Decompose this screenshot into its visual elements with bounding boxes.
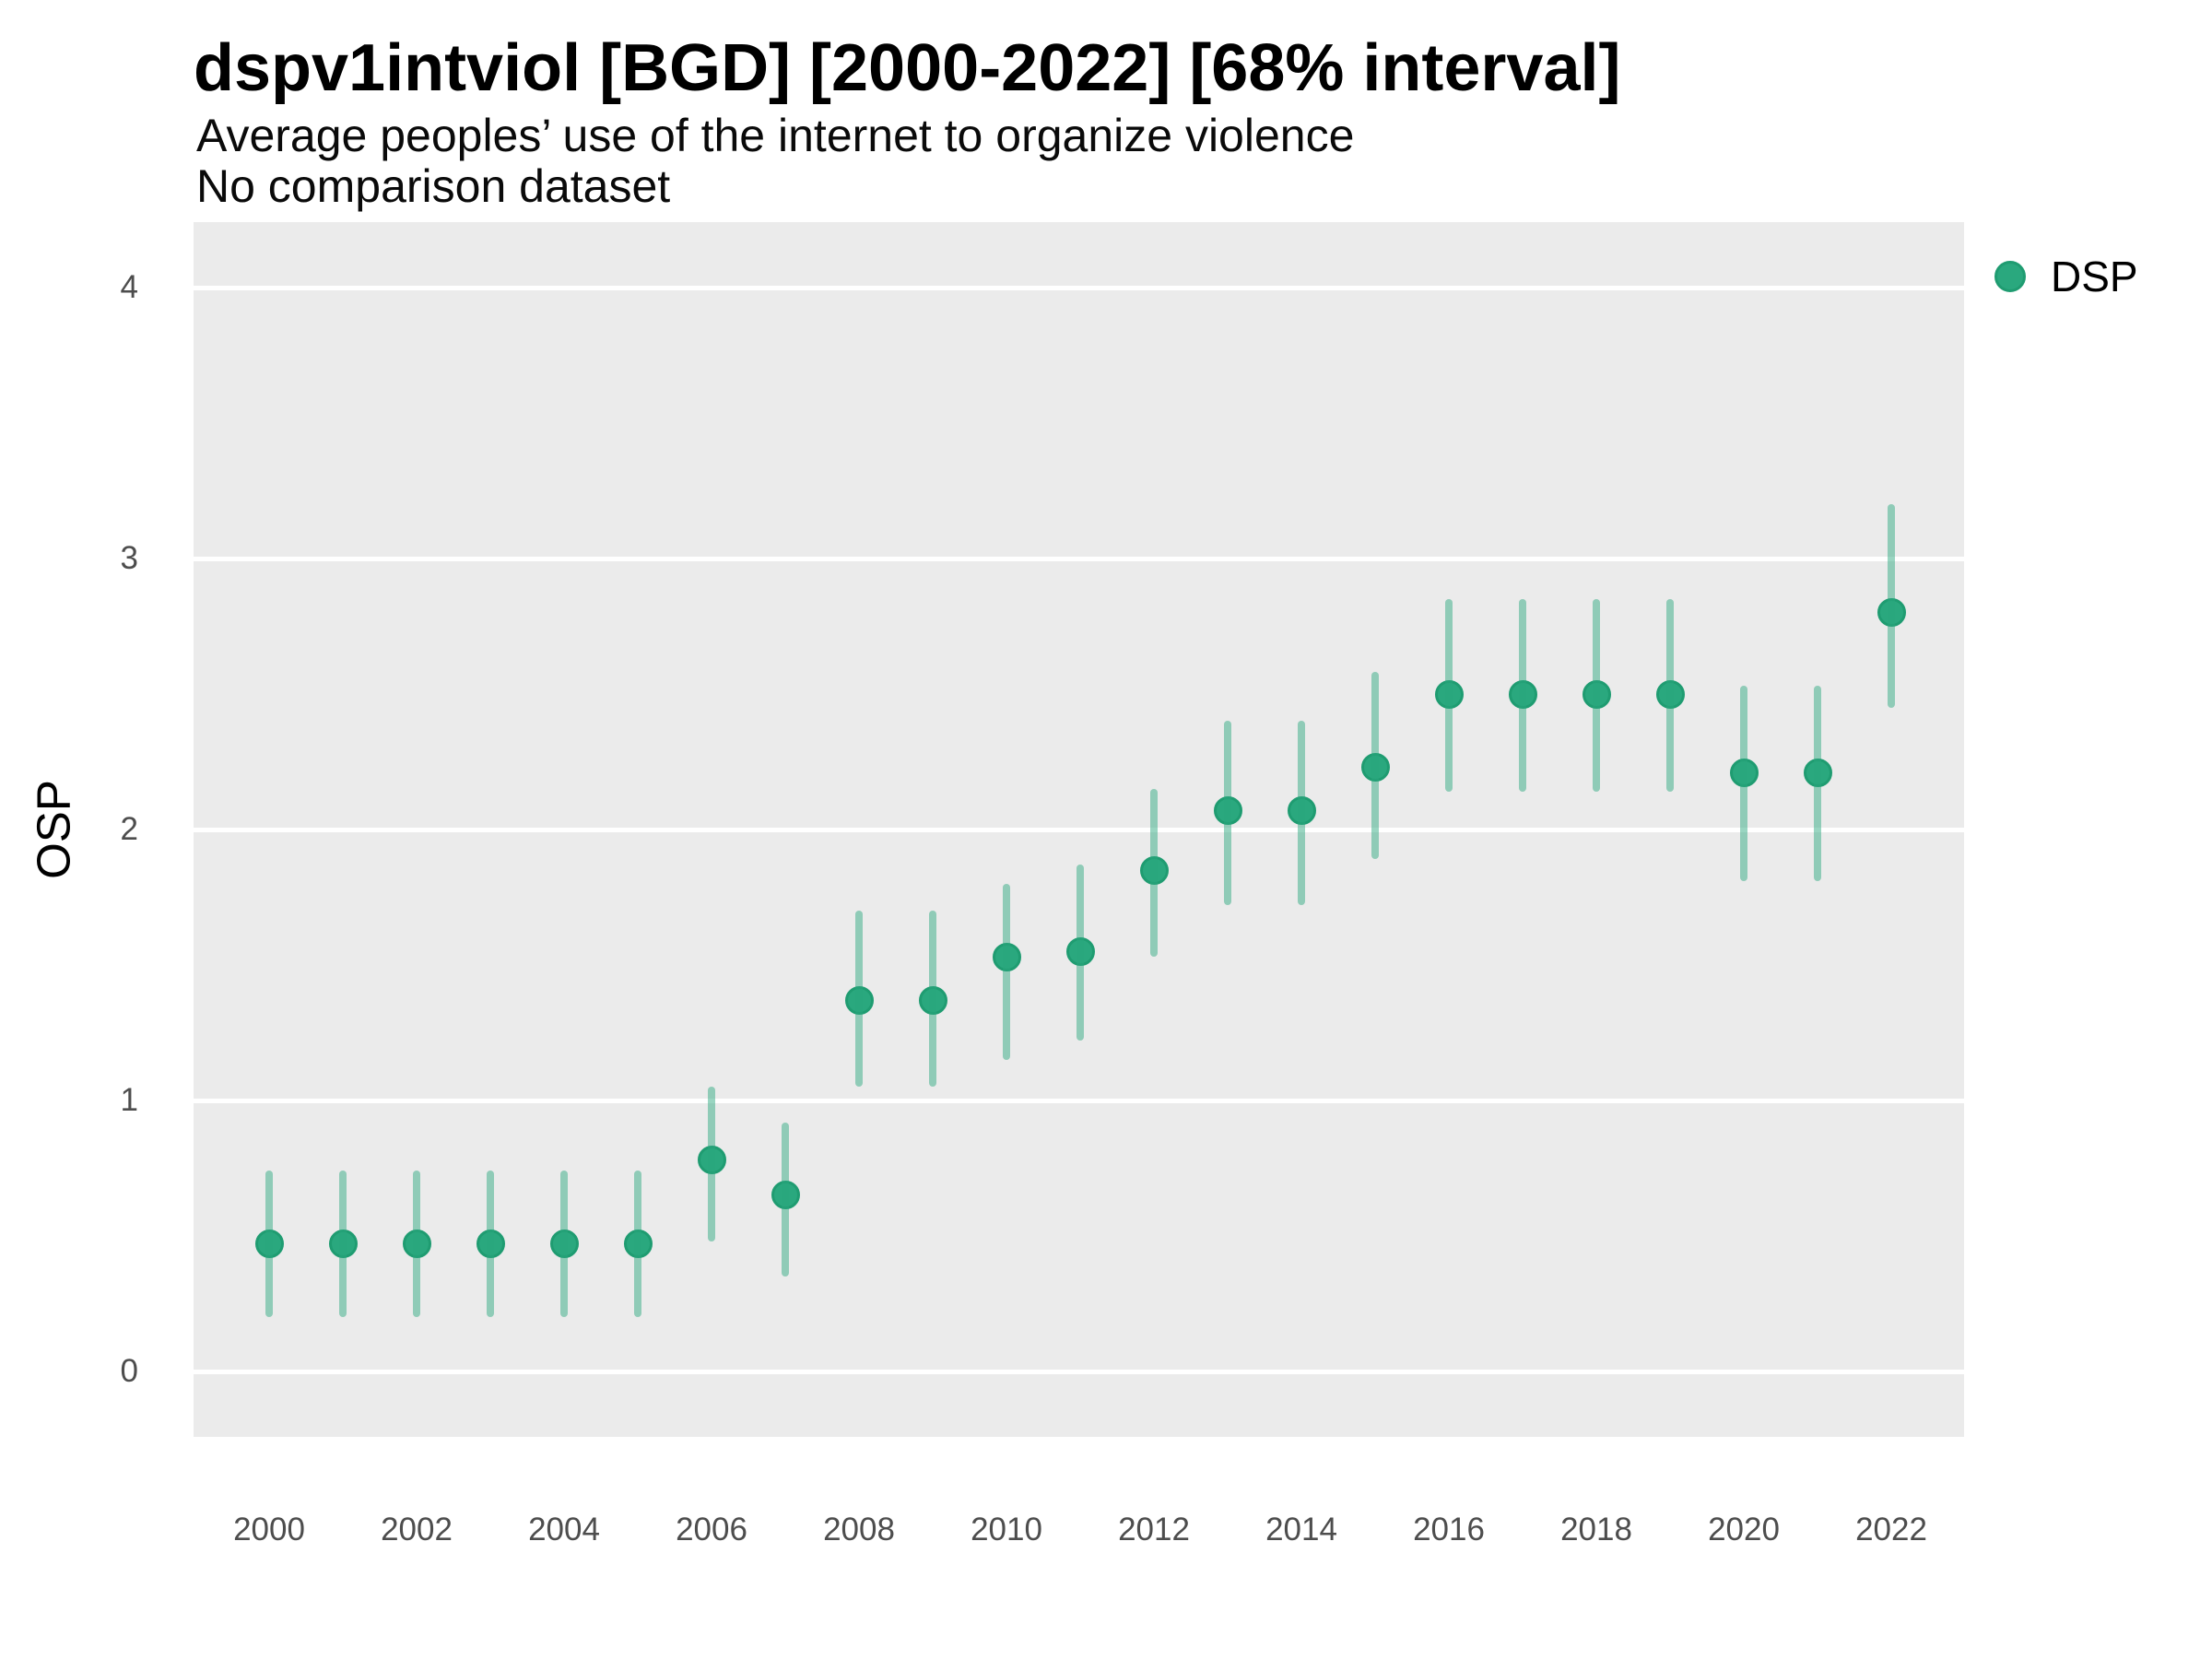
- interval-line-2009: [929, 911, 936, 1088]
- point-dot-2015: [1360, 752, 1390, 782]
- interval-line-2001: [339, 1171, 347, 1318]
- legend-marker-circle-icon: [1994, 261, 2026, 292]
- point-dot-2014: [1287, 795, 1316, 825]
- legend: DSP: [1994, 254, 2138, 299]
- interval-line-2005: [634, 1171, 641, 1318]
- plot-panel: [194, 222, 1964, 1437]
- point-dot-2010: [992, 942, 1021, 971]
- x-tick-label-2020: 2020: [1708, 1512, 1780, 1547]
- gridline-y-2: [194, 828, 1964, 832]
- point-dot-2013: [1213, 795, 1242, 825]
- x-tick-label-2014: 2014: [1265, 1512, 1337, 1547]
- interval-line-2004: [560, 1171, 568, 1318]
- interval-line-2020: [1740, 686, 1747, 881]
- x-tick-label-2016: 2016: [1413, 1512, 1485, 1547]
- point-dot-2021: [1803, 758, 1832, 787]
- y-tick-label-1: 1: [120, 1082, 138, 1118]
- interval-line-2000: [265, 1171, 273, 1318]
- legend-label: DSP: [2051, 253, 2138, 300]
- point-dot-2003: [476, 1230, 505, 1259]
- y-tick-label-3: 3: [120, 540, 138, 576]
- x-tick-label-2008: 2008: [823, 1512, 895, 1547]
- point-dot-2004: [549, 1230, 579, 1259]
- point-dot-2006: [697, 1146, 726, 1175]
- point-dot-2022: [1877, 598, 1906, 628]
- x-tick-label-2004: 2004: [528, 1512, 600, 1547]
- x-tick-label-2002: 2002: [381, 1512, 453, 1547]
- interval-line-2014: [1298, 721, 1305, 906]
- point-dot-2019: [1655, 679, 1685, 709]
- y-tick-label-2: 2: [120, 811, 138, 847]
- point-dot-2018: [1582, 679, 1611, 709]
- point-dot-2020: [1729, 758, 1759, 787]
- interval-line-2003: [487, 1171, 494, 1318]
- point-dot-2012: [1139, 855, 1169, 885]
- interval-line-2007: [782, 1122, 789, 1277]
- chart-title: dspv1intviol [BGD] [2000-2022] [68% inte…: [194, 31, 1621, 105]
- gridline-y-0: [194, 1370, 1964, 1374]
- x-tick-label-2018: 2018: [1560, 1512, 1632, 1547]
- interval-line-2021: [1814, 686, 1821, 881]
- point-dot-2011: [1065, 936, 1095, 966]
- x-tick-label-2010: 2010: [971, 1512, 1042, 1547]
- point-dot-2009: [918, 985, 947, 1015]
- interval-line-2012: [1150, 788, 1158, 958]
- chart-subtitle-line1: Average peoples’ use of the internet to …: [196, 110, 1355, 161]
- x-tick-label-2012: 2012: [1118, 1512, 1190, 1547]
- interval-line-2019: [1666, 599, 1674, 792]
- x-tick-label-2022: 2022: [1855, 1512, 1927, 1547]
- interval-line-2015: [1371, 672, 1379, 860]
- point-dot-2017: [1508, 679, 1537, 709]
- point-dot-2016: [1434, 679, 1464, 709]
- point-dot-2005: [623, 1230, 653, 1259]
- interval-line-2018: [1593, 599, 1600, 792]
- interval-line-2017: [1519, 599, 1526, 792]
- gridline-y-4: [194, 286, 1964, 290]
- point-dot-2002: [402, 1230, 431, 1259]
- interval-line-2008: [855, 911, 863, 1088]
- interval-line-2013: [1224, 721, 1231, 906]
- interval-line-2010: [1003, 883, 1010, 1060]
- gridline-y-3: [194, 557, 1964, 561]
- point-dot-2007: [771, 1181, 800, 1210]
- point-dot-2001: [328, 1230, 358, 1259]
- point-dot-2000: [254, 1230, 284, 1259]
- interval-line-2022: [1888, 504, 1895, 708]
- point-dot-2008: [844, 985, 874, 1015]
- y-tick-label-4: 4: [120, 269, 138, 305]
- interval-line-2006: [708, 1087, 715, 1241]
- x-tick-label-2000: 2000: [233, 1512, 305, 1547]
- y-tick-label-0: 0: [120, 1353, 138, 1389]
- x-tick-label-2006: 2006: [676, 1512, 747, 1547]
- interval-line-2002: [413, 1171, 420, 1318]
- interval-line-2011: [1077, 865, 1084, 1041]
- interval-line-2016: [1445, 599, 1453, 792]
- gridline-y-1: [194, 1099, 1964, 1103]
- chart-subtitle-line2: No comparison dataset: [196, 160, 671, 212]
